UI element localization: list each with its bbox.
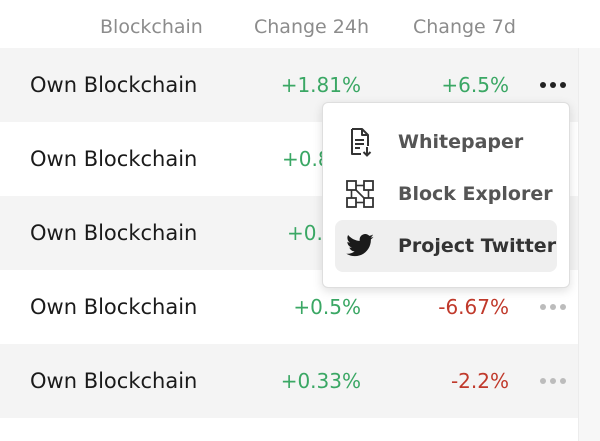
twitter-bird-icon	[346, 234, 374, 257]
blockchain-name: Own Blockchain	[30, 369, 198, 393]
blockchain-name: Own Blockchain	[30, 221, 198, 245]
menu-item-label: Whitepaper	[398, 131, 524, 153]
menu-item-block-explorer[interactable]: Block Explorer	[335, 168, 557, 220]
change-24h-value: +0.5%	[293, 295, 361, 319]
table-row[interactable]: Own Blockchain +0.33% -2.2%	[0, 344, 578, 418]
menu-item-project-twitter[interactable]: Project Twitter	[335, 220, 557, 272]
table-row[interactable]: Own Blockchain +0.5% -6.67%	[0, 270, 578, 344]
document-download-icon	[351, 128, 372, 157]
links-dropdown-menu: Whitepaper Block Explorer Project Twitte…	[322, 102, 570, 288]
table-row[interactable]: Own Blockchain +1.81% +6.5%	[0, 48, 578, 122]
scrollbar-track[interactable]	[578, 48, 600, 441]
change-24h-value: +0.33%	[280, 369, 361, 393]
change-7d-value: -6.67%	[438, 295, 509, 319]
change-7d-value: -2.2%	[450, 369, 509, 393]
more-options-icon[interactable]	[540, 372, 572, 390]
more-options-icon[interactable]	[540, 76, 572, 94]
menu-item-whitepaper[interactable]: Whitepaper	[335, 116, 557, 168]
change-7d-value: +6.5%	[441, 73, 509, 97]
change-24h-value: +1.81%	[280, 73, 361, 97]
blockchain-name: Own Blockchain	[30, 147, 198, 171]
block-network-icon	[346, 180, 374, 208]
blockchain-name: Own Blockchain	[30, 73, 198, 97]
more-options-icon[interactable]	[540, 298, 572, 316]
blockchain-name: Own Blockchain	[30, 295, 198, 319]
column-header-blockchain[interactable]: Blockchain	[100, 16, 203, 38]
table-header: Blockchain Change 24h Change 7d	[0, 0, 578, 48]
column-header-change-7d[interactable]: Change 7d	[413, 16, 516, 38]
column-header-change-24h[interactable]: Change 24h	[254, 16, 370, 38]
menu-item-label: Block Explorer	[398, 183, 553, 205]
menu-item-label: Project Twitter	[398, 235, 557, 257]
